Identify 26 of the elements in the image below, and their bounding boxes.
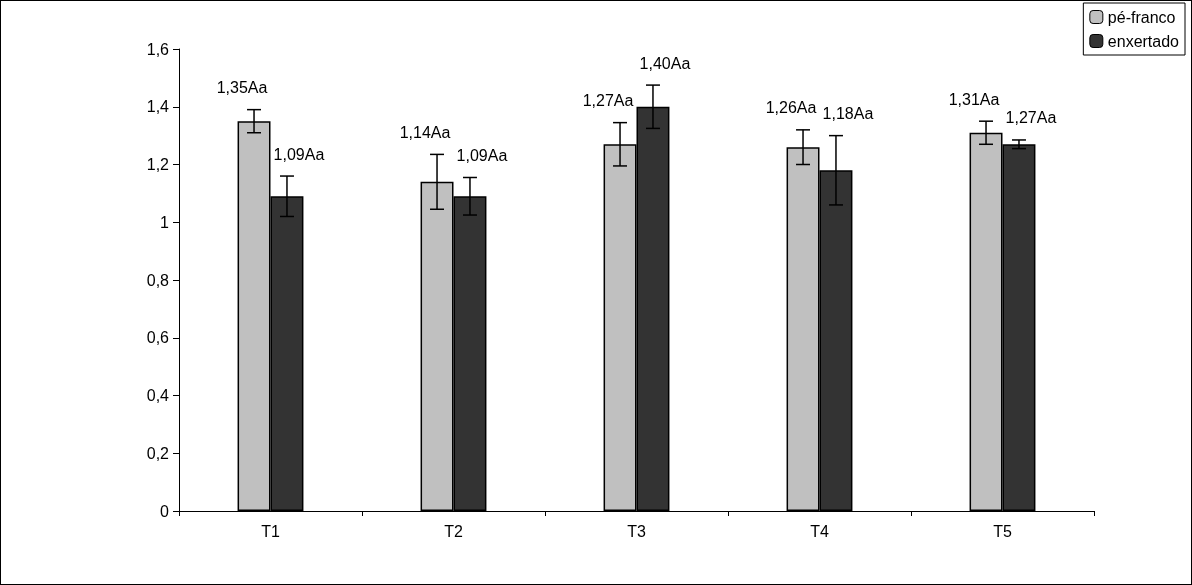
data-label: 1,27Aa <box>1005 109 1057 127</box>
data-label: 1,31Aa <box>948 90 1000 108</box>
y-tick-label: 1 <box>160 213 170 231</box>
x-tick-label: T1 <box>261 522 280 540</box>
data-label: 1,09Aa <box>273 145 325 163</box>
data-label: 1,09Aa <box>456 146 508 164</box>
data-label: 1,14Aa <box>399 123 451 141</box>
y-tick-label: 0,6 <box>146 329 170 347</box>
legend-label: pé-franco <box>1107 8 1176 26</box>
y-tick-label: 0,4 <box>146 387 170 404</box>
data-label: 1,40Aa <box>639 54 691 72</box>
y-tick-label: 0 <box>160 502 170 520</box>
data-label: 1,35Aa <box>216 79 268 97</box>
x-tick-label: T3 <box>627 522 646 540</box>
data-label: 1,18Aa <box>822 105 874 123</box>
data-label: 1,27Aa <box>582 92 634 110</box>
y-tick-label: 1,4 <box>146 98 170 116</box>
y-tick-label: 0,2 <box>146 444 170 462</box>
x-tick-label: T2 <box>444 522 463 540</box>
y-tick-label: 0,8 <box>146 271 170 289</box>
x-tick-label: T5 <box>993 522 1012 540</box>
y-tick-label: 1,6 <box>146 40 170 58</box>
data-label: 1,26Aa <box>765 99 817 117</box>
legend-label: enxertado <box>1107 32 1180 50</box>
y-tick-label: 1,2 <box>146 156 170 173</box>
x-tick-label: T4 <box>810 522 829 540</box>
